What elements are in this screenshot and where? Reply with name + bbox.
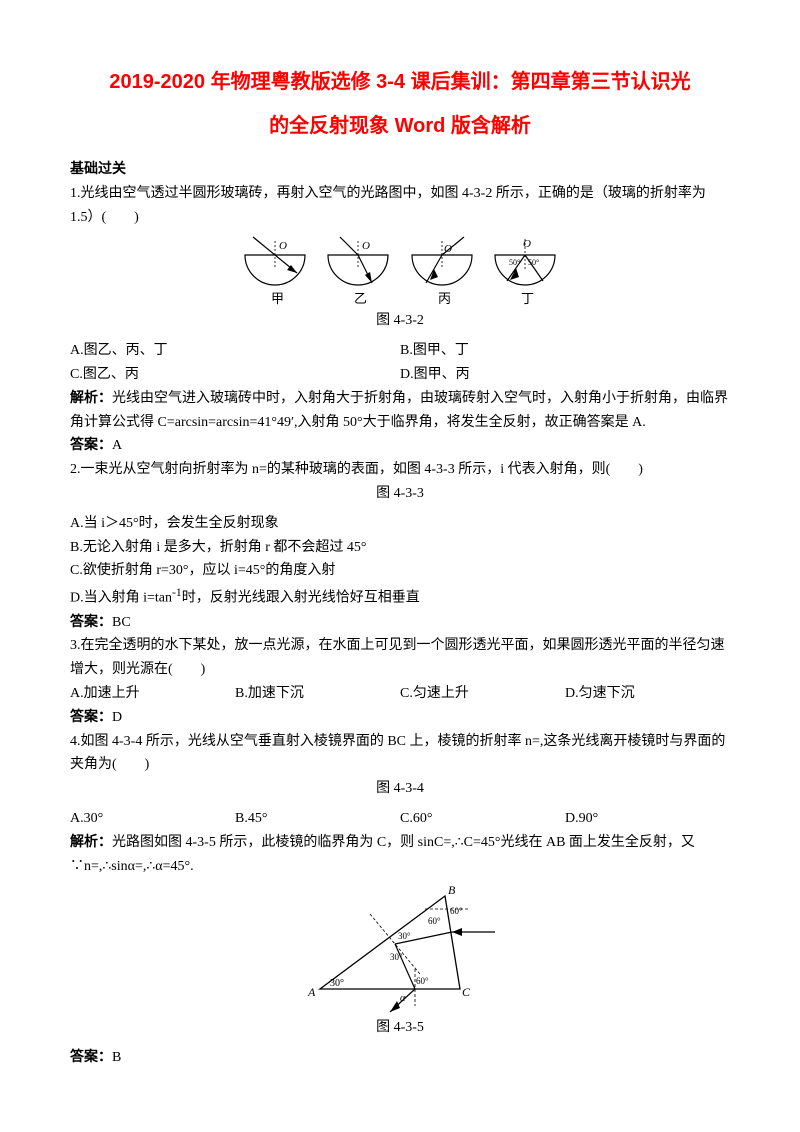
fig-bing: O 丙 — [402, 235, 482, 307]
q3-optD: D.匀速下沉 — [565, 682, 730, 706]
q2-optA: A.当 i＞45°时，会发生全反射现象 — [70, 512, 730, 536]
fig-ding: O 50° 50° 丁 — [485, 235, 565, 307]
q3-opts: A.加速上升 B.加速下沉 C.匀速上升 D.匀速下沉 — [70, 682, 730, 706]
svg-text:O: O — [362, 240, 370, 252]
q3-answer: 答案：D — [70, 706, 730, 730]
q2-optC: C.欲使折射角 r=30°，应以 i=45°的角度入射 — [70, 559, 730, 583]
svg-text:甲: 甲 — [271, 291, 284, 306]
svg-text:60°: 60° — [416, 976, 429, 986]
q1-caption: 图 4-3-2 — [70, 309, 730, 333]
svg-text:丙: 丙 — [438, 291, 451, 306]
q1-answer: 答案：A — [70, 434, 730, 458]
svg-text:O: O — [279, 240, 287, 252]
q2-caption: 图 4-3-3 — [70, 482, 730, 506]
svg-text:30°: 30° — [330, 978, 344, 989]
q2-answer: 答案：BC — [70, 611, 730, 635]
q4-caption1: 图 4-3-4 — [70, 777, 730, 801]
q3-stem: 3.在完全透明的水下某处，放一点光源，在水面上可见到一个圆形透光平面，如果圆形透… — [70, 634, 730, 682]
q1-opts-row1: A.图乙、丙、丁 B.图甲、丁 — [70, 339, 730, 363]
q1-stem: 1.光线由空气透过半圆形玻璃砖，再射入空气的光路图中，如图 4-3-2 所示，正… — [70, 182, 730, 230]
svg-text:50°: 50° — [509, 258, 520, 267]
svg-text:30°: 30° — [390, 952, 403, 962]
q1-optA: A.图乙、丙、丁 — [70, 339, 400, 363]
q4-optB: B.45° — [235, 807, 400, 831]
q3-optC: C.匀速上升 — [400, 682, 565, 706]
q4-optC: C.60° — [400, 807, 565, 831]
q4-caption2: 图 4-3-5 — [70, 1016, 730, 1040]
q4-jiexi: 解析：光路图如图 4-3-5 所示，此棱镜的临界角为 C，则 sinC=,∴C=… — [70, 831, 730, 879]
q2-stem: 2.一束光从空气射向折射率为 n=的某种玻璃的表面，如图 4-3-3 所示，i … — [70, 458, 730, 482]
q3-optB: B.加速下沉 — [235, 682, 400, 706]
fig-prism: A C B 30° 30° 30° 60° 60° 60° α — [300, 884, 500, 1014]
fig-jia: O 甲 — [235, 235, 315, 307]
q3-optA: A.加速上升 — [70, 682, 235, 706]
svg-text:α: α — [400, 993, 406, 1004]
q2-optD: D.当入射角 i=tan-1时，反射光线跟入射光线恰好互相垂直 — [70, 583, 730, 610]
svg-text:30°: 30° — [398, 931, 411, 941]
q1-jiexi: 解析：光线由空气进入玻璃砖中时，入射角大于折射角，由玻璃砖射入空气时，入射角小于… — [70, 387, 730, 435]
q4-figure: A C B 30° 30° 30° 60° 60° 60° α — [70, 884, 730, 1014]
svg-text:O: O — [444, 243, 452, 255]
svg-text:A: A — [307, 985, 316, 999]
svg-text:B: B — [448, 884, 456, 897]
fig-yi: O 乙 — [318, 235, 398, 307]
section-basic: 基础过关 — [70, 158, 730, 182]
q4-answer: 答案：B — [70, 1046, 730, 1070]
q1-optD: D.图甲、丙 — [400, 363, 730, 387]
q1-figures: O 甲 O 乙 O 丙 O 50° 50° 丁 — [70, 235, 730, 307]
svg-text:丁: 丁 — [521, 291, 534, 306]
q1-optC: C.图乙、丙 — [70, 363, 400, 387]
q1-optB: B.图甲、丁 — [400, 339, 730, 363]
q1-opts-row2: C.图乙、丙 D.图甲、丙 — [70, 363, 730, 387]
svg-text:C: C — [462, 985, 471, 999]
svg-text:乙: 乙 — [354, 291, 367, 306]
svg-text:60°: 60° — [450, 906, 463, 916]
q4-opts: A.30° B.45° C.60° D.90° — [70, 807, 730, 831]
svg-text:O: O — [523, 238, 531, 250]
q4-stem: 4.如图 4-3-4 所示，光线从空气垂直射入棱镜界面的 BC 上，棱镜的折射率… — [70, 730, 730, 778]
q4-optD: D.90° — [565, 807, 730, 831]
svg-text:60°: 60° — [428, 916, 441, 926]
q2-optB: B.无论入射角 i 是多大，折射角 r 都不会超过 45° — [70, 536, 730, 560]
title-line2: 的全反射现象 Word 版含解析 — [269, 115, 531, 137]
q4-optA: A.30° — [70, 807, 235, 831]
title-line1: 2019-2020 年物理粤教版选修 3-4 课后集训：第四章第三节认识光 — [109, 71, 690, 93]
svg-text:50°: 50° — [528, 258, 539, 267]
